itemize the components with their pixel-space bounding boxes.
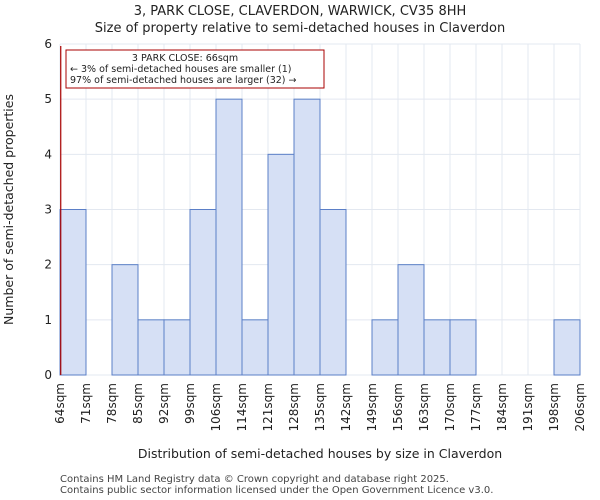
x-tick-label: 71sqm — [79, 383, 93, 424]
chart-subtitle: Size of property relative to semi-detach… — [94, 21, 506, 36]
x-tick-label: 99sqm — [183, 383, 197, 424]
footer-licence: Contains public sector information licen… — [60, 485, 494, 496]
annotation-line-3: 97% of semi-detached houses are larger (… — [70, 75, 297, 86]
x-axis-ticks: 64sqm 71sqm 78sqm 85sqm 92sqm 99sqm 106sqm 114s… — [53, 383, 587, 431]
y-axis-ticks: 0 1 2 3 4 5 6 — [44, 37, 52, 382]
y-axis-label: Number of semi-detached properties — [1, 94, 16, 325]
x-tick-label: 184sqm — [495, 383, 509, 431]
x-tick-label: 114sqm — [235, 383, 249, 431]
x-tick-label: 163sqm — [417, 383, 431, 431]
bars — [59, 98, 581, 376]
bar-64sqm — [59, 209, 87, 376]
bar-170sqm — [449, 319, 477, 376]
x-tick-label: 170sqm — [443, 383, 457, 431]
y-tick-label: 5 — [44, 92, 52, 106]
y-tick-label: 1 — [44, 313, 52, 327]
bar-114sqm — [241, 319, 269, 376]
y-tick-label: 0 — [44, 368, 52, 382]
x-tick-label: 156sqm — [391, 383, 405, 431]
x-tick-label: 149sqm — [365, 383, 379, 431]
x-tick-label: 128sqm — [287, 383, 301, 431]
x-tick-label: 92sqm — [157, 383, 171, 424]
bar-92sqm — [163, 319, 191, 376]
x-tick-label: 135sqm — [313, 383, 327, 431]
x-tick-label: 198sqm — [547, 383, 561, 431]
annotation-box: 3 PARK CLOSE: 66sqm ← 3% of semi-detache… — [65, 49, 325, 89]
annotation-frame — [65, 49, 325, 89]
bar-198sqm — [553, 319, 581, 376]
x-tick-label: 85sqm — [131, 383, 145, 424]
annotation-line-1: 3 PARK CLOSE: 66sqm — [132, 53, 238, 64]
y-tick-label: 6 — [44, 37, 52, 51]
x-tick-label: 142sqm — [339, 383, 353, 431]
x-tick-label: 177sqm — [469, 383, 483, 431]
y-tick-label: 4 — [44, 147, 52, 161]
bar-163sqm — [423, 319, 451, 376]
y-tick-label: 3 — [44, 203, 52, 217]
bar-121sqm — [267, 153, 295, 376]
x-tick-label: 64sqm — [53, 383, 67, 424]
x-tick-label: 206sqm — [573, 383, 587, 431]
annotation-line-2: ← 3% of semi-detached houses are smaller… — [70, 64, 291, 75]
bar-149sqm — [371, 319, 399, 376]
bar-128sqm — [293, 98, 321, 376]
x-tick-label: 106sqm — [209, 383, 223, 431]
x-tick-label: 121sqm — [261, 383, 275, 431]
bar-99sqm — [189, 209, 217, 376]
bar-85sqm — [137, 319, 165, 376]
x-tick-label: 191sqm — [521, 383, 535, 431]
footer-copyright: Contains HM Land Registry data © Crown c… — [60, 474, 449, 485]
bar-106sqm — [215, 98, 243, 376]
bar-135sqm — [319, 209, 347, 376]
chart-title: 3, PARK CLOSE, CLAVERDON, WARWICK, CV35 … — [133, 4, 467, 19]
chart-canvas: 0 1 2 3 4 5 6 64sqm 71sqm 78sqm 85sqm 92sqm 99sqm 10… — [1, 37, 587, 461]
x-tick-label: 78sqm — [105, 383, 119, 424]
bar-78sqm — [111, 264, 139, 376]
bar-156sqm — [397, 264, 425, 376]
y-tick-label: 2 — [44, 258, 52, 272]
x-axis-label: Distribution of semi-detached houses by … — [138, 446, 502, 461]
